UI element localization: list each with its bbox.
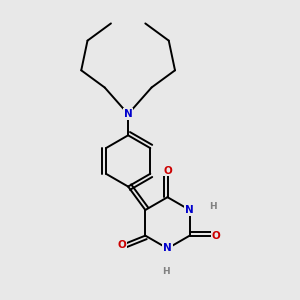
Text: O: O xyxy=(163,166,172,176)
Text: H: H xyxy=(209,202,217,211)
Text: N: N xyxy=(124,109,133,119)
Text: O: O xyxy=(118,240,126,250)
Text: N: N xyxy=(163,243,172,254)
Text: N: N xyxy=(185,205,194,215)
Text: O: O xyxy=(212,231,220,241)
Text: H: H xyxy=(162,267,170,276)
